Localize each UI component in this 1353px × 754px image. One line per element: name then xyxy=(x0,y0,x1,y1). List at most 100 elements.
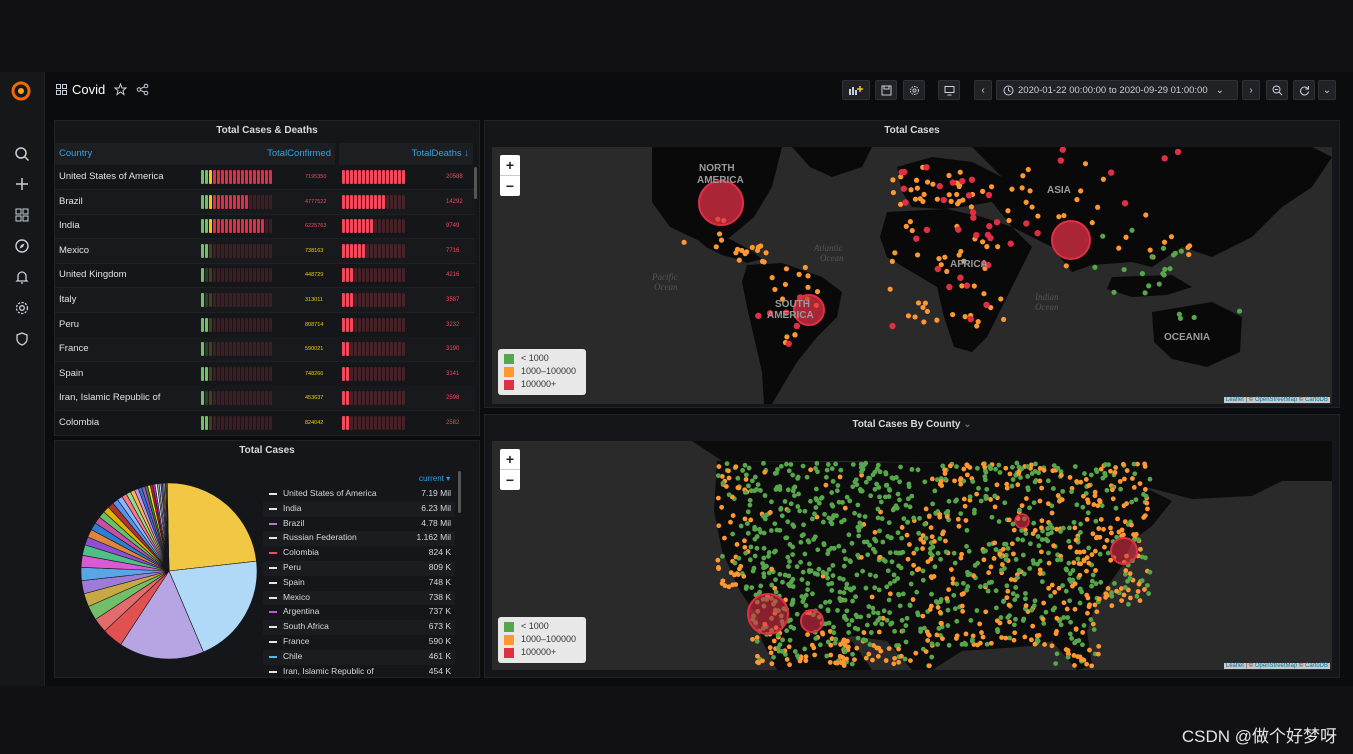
map-marker[interactable] xyxy=(888,621,894,627)
map-marker[interactable] xyxy=(1037,498,1043,504)
map-marker[interactable] xyxy=(1052,605,1058,611)
map-marker[interactable] xyxy=(761,555,767,561)
map-marker[interactable] xyxy=(1015,575,1020,581)
map-marker[interactable] xyxy=(994,482,1000,488)
map-marker[interactable] xyxy=(884,617,890,623)
map-marker[interactable] xyxy=(1015,482,1021,488)
map-marker[interactable] xyxy=(802,551,808,557)
map-marker[interactable] xyxy=(950,576,956,582)
map-marker[interactable] xyxy=(1109,530,1114,536)
map-marker[interactable] xyxy=(786,468,792,474)
map-marker[interactable] xyxy=(866,604,872,609)
panel-title[interactable]: Total Cases By County ⌄ xyxy=(485,419,1339,430)
map-marker[interactable] xyxy=(742,516,748,522)
map-marker[interactable] xyxy=(795,474,801,480)
map-marker[interactable] xyxy=(1161,272,1167,278)
map-marker[interactable] xyxy=(742,489,748,495)
map-marker[interactable] xyxy=(942,254,948,260)
map-marker[interactable] xyxy=(912,314,918,320)
map-marker[interactable] xyxy=(778,506,784,511)
map-marker[interactable] xyxy=(1128,595,1133,601)
map-marker[interactable] xyxy=(830,573,836,578)
map-marker[interactable] xyxy=(967,494,973,500)
map-marker[interactable] xyxy=(1016,567,1022,573)
map-marker[interactable] xyxy=(742,544,748,550)
map-marker[interactable] xyxy=(1007,471,1013,477)
map-marker[interactable] xyxy=(960,197,966,203)
map-marker[interactable] xyxy=(842,649,848,655)
map-marker[interactable] xyxy=(945,623,951,628)
map-marker[interactable] xyxy=(1023,531,1029,536)
map-marker[interactable] xyxy=(736,257,742,263)
map-marker[interactable] xyxy=(936,182,943,190)
map-marker[interactable] xyxy=(805,581,811,586)
map-marker[interactable] xyxy=(1086,604,1092,610)
map-marker[interactable] xyxy=(1004,481,1010,487)
map-marker[interactable] xyxy=(795,653,800,659)
map-marker[interactable] xyxy=(1089,663,1095,669)
legend-item[interactable]: Colombia 824 K xyxy=(263,546,455,561)
map-marker[interactable] xyxy=(1131,532,1136,537)
map-marker[interactable] xyxy=(1103,473,1108,479)
map-marker[interactable] xyxy=(964,587,970,593)
map-marker[interactable] xyxy=(815,469,820,475)
map-marker[interactable] xyxy=(1074,549,1080,555)
map-marker[interactable] xyxy=(980,634,986,640)
table-row[interactable]: Colombia 824042 2582 xyxy=(55,411,475,436)
cluster-phoenix[interactable] xyxy=(800,609,824,633)
map-marker[interactable] xyxy=(954,633,960,639)
map-marker[interactable] xyxy=(929,591,934,597)
map-marker[interactable] xyxy=(900,549,906,555)
map-marker[interactable] xyxy=(875,610,881,616)
cluster-india[interactable] xyxy=(1051,220,1091,260)
map-marker[interactable] xyxy=(877,494,882,500)
map-marker[interactable] xyxy=(903,502,909,508)
map-marker[interactable] xyxy=(1085,500,1091,505)
map-marker[interactable] xyxy=(992,493,998,499)
dashboards-icon[interactable] xyxy=(56,84,67,95)
map-marker[interactable] xyxy=(798,655,804,661)
legend-sort-header[interactable]: current ▾ xyxy=(419,474,451,483)
map-marker[interactable] xyxy=(755,482,761,487)
map-marker[interactable] xyxy=(926,663,932,669)
map-marker[interactable] xyxy=(922,521,928,527)
map-marker[interactable] xyxy=(743,550,749,556)
map-marker[interactable] xyxy=(1088,472,1094,478)
map-marker[interactable] xyxy=(1053,661,1059,666)
map-marker[interactable] xyxy=(983,301,990,309)
map-marker[interactable] xyxy=(1080,630,1086,635)
map-marker[interactable] xyxy=(896,563,902,569)
map-marker[interactable] xyxy=(940,463,946,469)
map-marker[interactable] xyxy=(758,529,764,535)
map-marker[interactable] xyxy=(909,493,915,499)
map-marker[interactable] xyxy=(754,635,760,640)
map-marker[interactable] xyxy=(864,539,870,545)
map-marker[interactable] xyxy=(740,468,746,473)
map-marker[interactable] xyxy=(985,191,993,199)
cluster-chicago[interactable] xyxy=(1014,513,1030,529)
map-marker[interactable] xyxy=(963,518,969,523)
map-marker[interactable] xyxy=(771,549,777,555)
map-marker[interactable] xyxy=(1007,619,1012,625)
map-marker[interactable] xyxy=(899,525,905,530)
map-marker[interactable] xyxy=(738,523,744,529)
map-marker[interactable] xyxy=(1094,534,1100,540)
map-marker[interactable] xyxy=(861,637,867,643)
carto-link[interactable]: CartoDB xyxy=(1304,663,1328,669)
map-marker[interactable] xyxy=(853,594,859,600)
map-marker[interactable] xyxy=(920,546,925,551)
map-marker[interactable] xyxy=(844,581,850,587)
map-marker[interactable] xyxy=(1089,220,1095,226)
map-marker[interactable] xyxy=(859,472,864,478)
map-marker[interactable] xyxy=(1123,568,1129,573)
map-marker[interactable] xyxy=(903,223,909,229)
map-marker[interactable] xyxy=(840,576,846,582)
map-marker[interactable] xyxy=(938,597,944,602)
map-marker[interactable] xyxy=(900,185,908,192)
map-marker[interactable] xyxy=(1035,561,1040,567)
map-marker[interactable] xyxy=(968,618,974,623)
map-marker[interactable] xyxy=(881,608,887,614)
map-marker[interactable] xyxy=(982,474,988,480)
map-marker[interactable] xyxy=(794,564,800,570)
map-marker[interactable] xyxy=(856,513,862,518)
